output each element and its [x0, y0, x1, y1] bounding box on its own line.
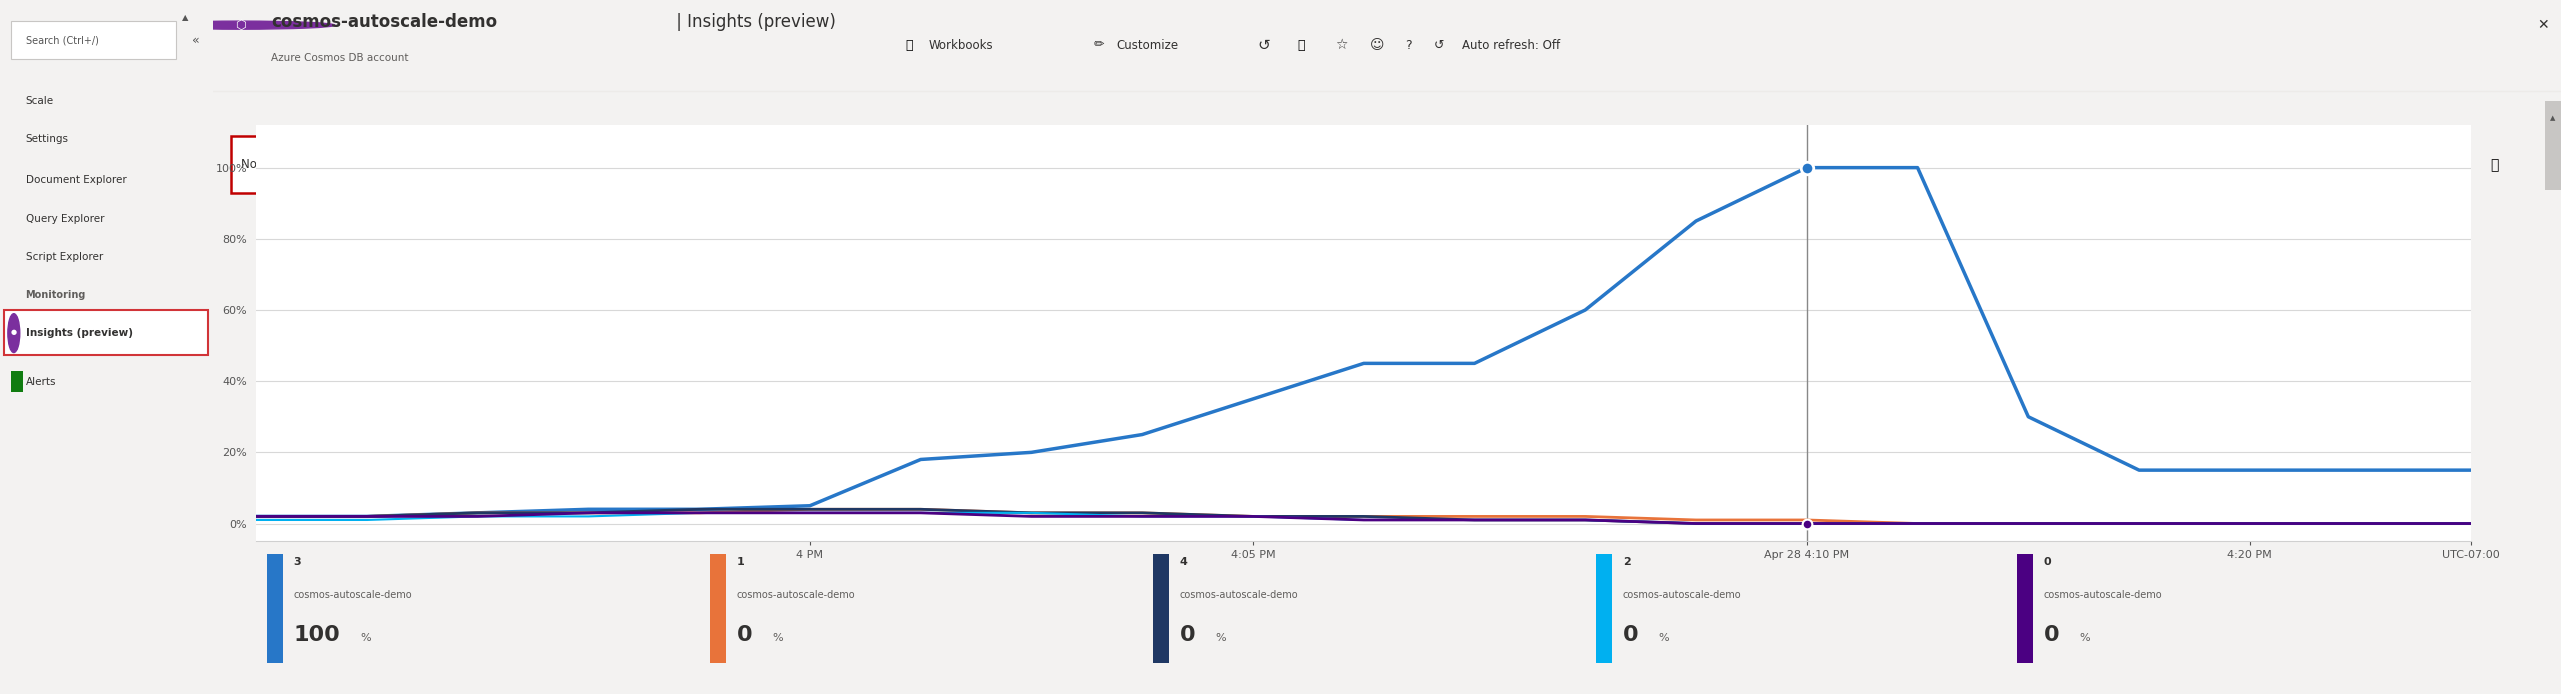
Text: %: % — [773, 633, 784, 643]
Text: Settings: Settings — [26, 134, 69, 144]
Text: - Database: Demo , Container: HotPartitionDemo: - Database: Demo , Container: HotPartiti… — [1094, 158, 1386, 171]
Text: ☺: ☺ — [1370, 38, 1386, 52]
Text: «: « — [192, 34, 200, 46]
Circle shape — [146, 21, 335, 29]
Text: %: % — [1660, 633, 1670, 643]
Text: 🔔: 🔔 — [1298, 39, 1306, 52]
Text: cosmos-autoscale-demo: cosmos-autoscale-demo — [738, 590, 855, 600]
Text: ☆: ☆ — [1334, 38, 1347, 52]
Text: 0: 0 — [1624, 625, 1639, 645]
Bar — [10, 21, 177, 59]
Text: Customize: Customize — [1117, 39, 1178, 52]
Text: 0: 0 — [2044, 625, 2059, 645]
Text: Script Explorer: Script Explorer — [26, 252, 102, 262]
Text: Document Explorer: Document Explorer — [26, 176, 125, 185]
Bar — [1152, 554, 1168, 663]
Text: 1: 1 — [738, 557, 745, 566]
Text: Alerts: Alerts — [26, 377, 56, 387]
Text: ▲: ▲ — [2551, 115, 2556, 121]
Text: 100: 100 — [295, 625, 341, 645]
Text: ↺: ↺ — [1434, 39, 1444, 52]
Bar — [266, 554, 282, 663]
Text: 0: 0 — [738, 625, 753, 645]
Text: Hot partition: One physical
partition consistently has 100%
normalized RU consum: Hot partition: One physical partition co… — [1775, 172, 2010, 242]
Bar — [5, 310, 207, 355]
Text: 2: 2 — [1624, 557, 1631, 566]
Text: 0: 0 — [2044, 557, 2051, 566]
Text: ✕: ✕ — [2538, 18, 2548, 32]
Bar — [2546, 101, 2561, 189]
Text: 4: 4 — [1181, 557, 1188, 566]
Text: Search (Ctrl+/): Search (Ctrl+/) — [26, 35, 97, 45]
Text: ⬡: ⬡ — [236, 19, 246, 32]
Text: ●: ● — [10, 330, 18, 335]
Text: 📌: 📌 — [2489, 158, 2500, 171]
Bar — [10, 371, 23, 392]
Text: %: % — [2080, 633, 2090, 643]
Text: ▲: ▲ — [182, 13, 187, 22]
Text: | Insights (preview): | Insights (preview) — [671, 13, 835, 31]
Text: Workbooks: Workbooks — [930, 39, 994, 52]
Circle shape — [8, 314, 20, 353]
Text: Query Explorer: Query Explorer — [26, 214, 105, 223]
Text: ?: ? — [1406, 39, 1411, 52]
Bar — [2018, 554, 2033, 663]
Text: %: % — [1216, 633, 1227, 643]
Text: Azure Cosmos DB account: Azure Cosmos DB account — [271, 53, 410, 63]
Text: Auto refresh: Off: Auto refresh: Off — [1462, 39, 1560, 52]
Text: cosmos-autoscale-demo: cosmos-autoscale-demo — [1624, 590, 1741, 600]
Bar — [709, 554, 725, 663]
Text: cosmos-autoscale-demo: cosmos-autoscale-demo — [295, 590, 412, 600]
Text: cosmos-autoscale-demo: cosmos-autoscale-demo — [1181, 590, 1298, 600]
Text: Scale: Scale — [26, 96, 54, 105]
Text: Monitoring: Monitoring — [26, 290, 87, 300]
Text: cosmos-autoscale-demo: cosmos-autoscale-demo — [2044, 590, 2161, 600]
Text: 📊: 📊 — [907, 39, 912, 52]
Text: Insights (preview): Insights (preview) — [26, 328, 133, 338]
Text: ✏: ✏ — [1094, 39, 1104, 52]
Text: %: % — [361, 633, 371, 643]
Text: 0: 0 — [1181, 625, 1196, 645]
FancyBboxPatch shape — [230, 136, 1416, 193]
Bar — [1596, 554, 1611, 663]
Text: cosmos-autoscale-demo: cosmos-autoscale-demo — [271, 13, 497, 31]
Text: Normalized RU Consumption (%) By PartitionKeyRangeID: Normalized RU Consumption (%) By Partiti… — [241, 158, 579, 171]
Text: 3: 3 — [295, 557, 302, 566]
Text: ↺: ↺ — [1257, 37, 1270, 53]
